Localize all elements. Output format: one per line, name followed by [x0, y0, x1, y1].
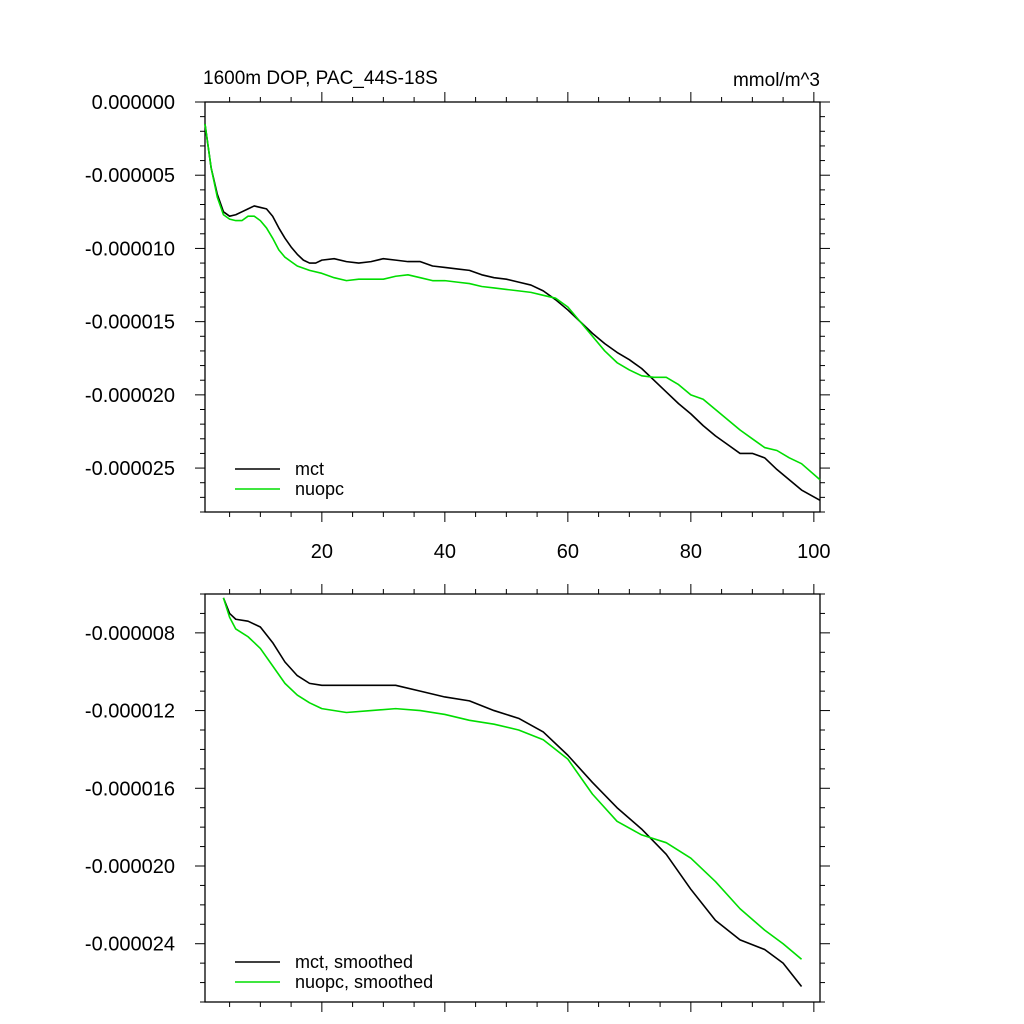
- top-x-tick-label: 80: [680, 541, 702, 563]
- top-y-tick-label: 0.000000: [92, 92, 175, 114]
- top-series-lines: [204, 123, 821, 501]
- units-label: mmol/m^3: [733, 70, 820, 91]
- top-x-tick-label: 40: [434, 541, 456, 563]
- top-y-tick-label: -0.000005: [85, 165, 175, 187]
- bottom-series-lines: [222, 597, 803, 987]
- bottom-y-tick-labels: -0.000008 -0.000012 -0.000016 -0.000020 -0.0…: [85, 623, 175, 956]
- bottom-y-tick-label: -0.000012: [85, 701, 175, 723]
- top-series-line-mct: [204, 123, 821, 501]
- bottom-y-tick-label: -0.000024: [85, 934, 175, 956]
- top-panel: 1600m DOP, PAC_44S-18S mmol/m^3 0.000000…: [85, 68, 831, 563]
- bottom-y-tick-label: -0.000008: [85, 623, 175, 645]
- top-legend-label: nuopc: [295, 479, 344, 499]
- top-axis-ticks: [195, 92, 830, 522]
- top-x-tick-label: 20: [311, 541, 333, 563]
- top-y-tick-labels: 0.000000 -0.000005 -0.000010 -0.000015 -0.00…: [85, 92, 175, 480]
- bottom-legend-label: mct, smoothed: [295, 952, 413, 972]
- bottom-series-line-nuopc-smoothed: [222, 597, 803, 960]
- chart-title: 1600m DOP, PAC_44S-18S: [203, 68, 438, 89]
- top-series-line-nuopc: [204, 123, 821, 481]
- top-y-tick-label: -0.000020: [85, 385, 175, 407]
- top-x-tick-labels: 20 40 60 80 100: [311, 541, 831, 563]
- bottom-y-tick-label: -0.000016: [85, 778, 175, 800]
- top-x-tick-label: 100: [797, 541, 830, 563]
- bottom-plot-frame: [204, 593, 821, 1003]
- bottom-series-line-mct-smoothed: [222, 597, 803, 987]
- top-y-tick-label: -0.000010: [85, 238, 175, 260]
- top-y-tick-label: -0.000025: [85, 458, 175, 480]
- top-y-tick-label: -0.000015: [85, 312, 175, 334]
- bottom-legend-label: nuopc, smoothed: [295, 972, 433, 992]
- top-x-tick-label: 60: [557, 541, 579, 563]
- top-legend-label: mct: [295, 459, 324, 479]
- bottom-y-tick-label: -0.000020: [85, 856, 175, 878]
- bottom-axis-ticks: [195, 584, 830, 1012]
- bottom-panel: -0.000008 -0.000012 -0.000016 -0.000020 -0.0…: [85, 584, 830, 1012]
- top-plot-frame: [204, 101, 821, 513]
